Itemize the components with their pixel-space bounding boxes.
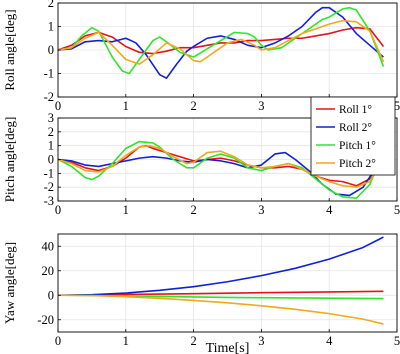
x-tick-label: 3	[258, 99, 264, 113]
x-tick-label: 4	[326, 334, 333, 348]
x-tick-label: 2	[190, 99, 196, 113]
series-line-roll2	[58, 6, 384, 79]
y-axis-label: Pitch angle[deg]	[2, 117, 17, 203]
series-group	[58, 140, 385, 200]
y-tick-label: -1	[44, 67, 54, 81]
y-tick-label: -3	[44, 194, 54, 208]
x-tick-label: 5	[394, 334, 400, 348]
axes-frame	[57, 233, 398, 333]
y-tick-label: 3	[48, 111, 54, 125]
legend: Roll 1° Roll 2° Pitch 1° Pitch 2°	[310, 96, 396, 176]
x-tick-label: 0	[55, 99, 61, 113]
x-axis-label: Time[s]	[206, 341, 250, 354]
x-tick-label: 3	[258, 334, 264, 348]
series-line-roll1	[58, 290, 384, 297]
y-tick-label: 40	[42, 239, 55, 253]
x-tick-label: 0	[55, 334, 61, 348]
y-tick-label: 20	[42, 264, 55, 278]
y-tick-label: 2	[48, 125, 54, 139]
y-tick-label: -2	[44, 90, 54, 104]
x-tick-label: 4	[326, 203, 333, 217]
legend-label-roll2: Roll 2°	[339, 122, 372, 134]
y-tick-label: -20	[37, 313, 54, 327]
y-tick-label: 0	[48, 153, 54, 167]
y-tick-label: 1	[48, 20, 54, 34]
x-tick-label: 1	[123, 203, 129, 217]
y-tick-label: -1	[44, 166, 54, 180]
y-tick-label: 0	[48, 288, 54, 302]
series-line-pitch2	[58, 144, 385, 188]
x-tick-label: 5	[394, 203, 400, 217]
legend-label-roll1: Roll 1°	[339, 104, 372, 116]
series-line-pitch1	[58, 6, 385, 75]
x-tick-label: 1	[123, 334, 129, 348]
y-tick-label: -2	[44, 180, 54, 194]
x-tick-label: 2	[190, 203, 196, 217]
series-group	[58, 236, 384, 325]
legend-label-pitch1: Pitch 1°	[339, 140, 376, 152]
series-line-pitch1	[58, 140, 385, 200]
series-line-pitch2	[58, 19, 385, 65]
y-tick-label: 2	[48, 0, 54, 10]
x-tick-label: 5	[394, 99, 400, 113]
x-tick-label: 2	[190, 334, 196, 348]
x-tick-label: 0	[55, 203, 61, 217]
y-tick-label: 0	[48, 43, 54, 57]
legend-label-pitch2: Pitch 2°	[339, 158, 376, 170]
legend-box	[310, 96, 396, 176]
y-axis-label: Yaw angle[deg]	[2, 242, 17, 324]
series-line-pitch2	[58, 294, 384, 325]
y-axis-label: Roll angle[deg]	[2, 9, 17, 90]
series-group	[58, 6, 385, 79]
x-tick-label: 3	[258, 203, 264, 217]
y-tick-label: 1	[48, 139, 54, 153]
series-line-roll2	[58, 236, 384, 297]
x-tick-label: 1	[123, 99, 129, 113]
series-line-roll1	[58, 26, 385, 55]
